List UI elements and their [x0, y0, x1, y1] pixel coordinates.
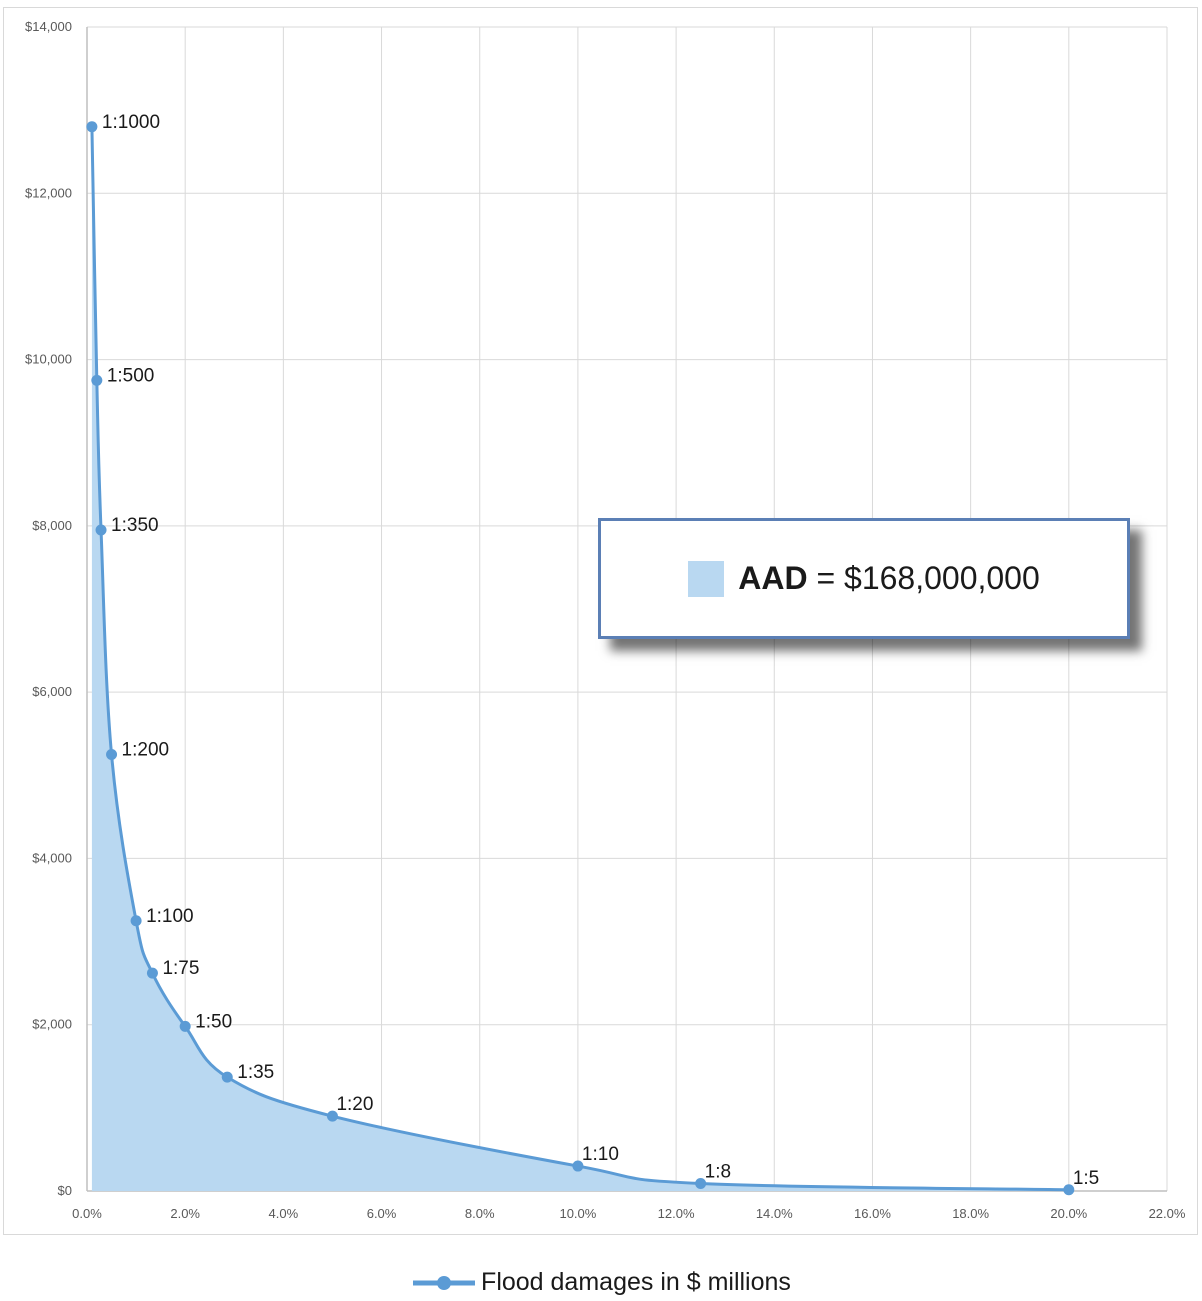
data-label: 1:350	[111, 515, 159, 536]
y-tick-label: $12,000	[25, 185, 72, 200]
legend-label: Flood damages in $ millions	[481, 1268, 791, 1296]
data-label: 1:75	[162, 958, 199, 979]
y-tick-label: $2,000	[32, 1017, 72, 1032]
x-tick-label: 10.0%	[559, 1206, 596, 1221]
data-labels: 1:1000 1:500 1:350 1:200 1:100 1:75 1:50 1:35 1:…	[102, 112, 1099, 1189]
x-axis-ticks: 0.0% 2.0% 4.0% 6.0% 8.0% 10.0% 12.0% 14.0% 16.0%…	[72, 1206, 1186, 1221]
x-tick-label: 4.0%	[269, 1206, 299, 1221]
data-label: 1:8	[705, 1162, 731, 1183]
data-point	[1063, 1184, 1075, 1196]
x-tick-label: 20.0%	[1050, 1206, 1087, 1221]
data-label: 1:35	[237, 1062, 274, 1083]
data-point	[572, 1160, 584, 1172]
x-tick-label: 0.0%	[72, 1206, 102, 1221]
y-tick-label: $6,000	[32, 684, 72, 699]
data-label: 1:200	[122, 740, 170, 761]
data-label: 1:5	[1073, 1168, 1099, 1189]
data-point	[179, 1020, 191, 1032]
data-point	[695, 1178, 707, 1190]
data-points	[86, 121, 1075, 1196]
x-tick-label: 14.0%	[756, 1206, 793, 1221]
x-tick-label: 6.0%	[367, 1206, 397, 1221]
legend-dot	[437, 1275, 452, 1290]
y-tick-label: $4,000	[32, 850, 72, 865]
data-point	[130, 915, 142, 927]
area-shape	[91, 126, 1069, 1191]
x-tick-label: 12.0%	[658, 1206, 695, 1221]
legend-line-marker	[413, 1275, 476, 1290]
x-tick-label: 8.0%	[465, 1206, 495, 1221]
y-tick-label: $0	[58, 1183, 72, 1198]
x-tick-label: 2.0%	[170, 1206, 200, 1221]
y-axis-ticks: $0 $2,000 $4,000 $6,000 $8,000 $10,000 $12,000…	[25, 19, 72, 1198]
data-point	[146, 967, 158, 979]
x-tick-label: 18.0%	[952, 1206, 989, 1221]
y-tick-label: $8,000	[32, 518, 72, 533]
x-tick-label: 22.0%	[1149, 1206, 1186, 1221]
data-label: 1:500	[107, 365, 155, 386]
series-curve	[90, 126, 1069, 1192]
y-tick-label: $14,000	[25, 19, 72, 34]
area-fill	[91, 126, 1069, 1191]
data-point	[221, 1071, 233, 1083]
chart-frame	[3, 7, 1198, 1235]
data-label: 1:50	[195, 1011, 232, 1032]
data-label: 1:100	[146, 906, 194, 927]
aad-annotation-box: AAD = $168,000,000	[598, 518, 1130, 639]
data-point	[95, 524, 107, 536]
data-point	[86, 121, 98, 133]
aad-label: AAD	[738, 560, 808, 596]
data-label: 1:10	[582, 1144, 619, 1165]
data-point	[91, 374, 103, 386]
data-label: 1:20	[336, 1094, 373, 1115]
data-point	[326, 1110, 338, 1122]
aad-value: = $168,000,000	[816, 560, 1040, 596]
data-point	[106, 749, 118, 760]
legend: Flood damages in $ millions	[0, 1268, 1202, 1297]
x-tick-label: 16.0%	[854, 1206, 891, 1221]
series-line	[90, 126, 1069, 1192]
y-tick-label: $10,000	[25, 352, 72, 367]
aad-swatch	[688, 560, 725, 597]
aad-text: AAD = $168,000,000	[738, 560, 1040, 597]
data-label: 1:1000	[102, 112, 160, 133]
